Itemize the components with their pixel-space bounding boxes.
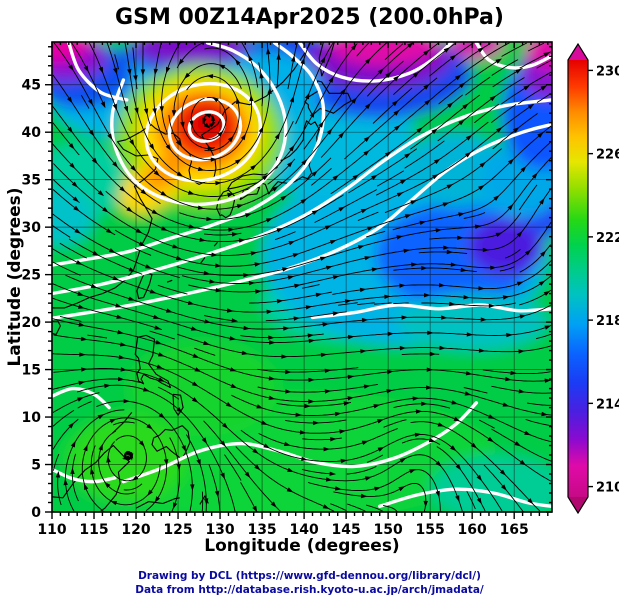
x-tick-label: 150 [374, 522, 403, 538]
x-tick-label: 135 [247, 522, 276, 538]
axis-ticks [45, 42, 552, 519]
x-tick-label: 160 [458, 522, 487, 538]
plot-frame [51, 41, 553, 513]
credit-line-1: Drawing by DCL (https://www.gfd-dennou.o… [138, 570, 481, 582]
x-tick-label: 155 [416, 522, 445, 538]
colorbar-tick-label: 214 [596, 397, 619, 412]
y-tick-label: 45 [22, 78, 41, 94]
x-tick-label: 120 [121, 522, 150, 538]
credits-block: Drawing by DCL (https://www.gfd-dennou.o… [0, 569, 619, 597]
axis-tick-labels: 110 115 120 125 130 135 140 145 150 155 160 165 0 5 10… [22, 78, 529, 538]
y-tick-label: 5 [31, 458, 41, 474]
coastlines [52, 42, 352, 512]
y-axis-label: Latitude (degrees) [5, 187, 25, 367]
y-tick-label: 40 [22, 125, 42, 141]
y-tick-label: 20 [22, 315, 42, 331]
x-tick-label: 125 [163, 522, 192, 538]
y-tick-label: 30 [22, 220, 42, 236]
x-tick-label: 140 [289, 522, 318, 538]
colorbar-tick-label: 230 [596, 64, 619, 79]
page-title: GSM 00Z14Apr2025 (200.0hPa) [115, 5, 504, 30]
x-tick-label: 165 [500, 522, 529, 538]
colorbar-tick-label: 226 [596, 148, 619, 163]
colorbar: 230 226 222 218 214 210 [567, 42, 619, 515]
x-axis-label: Longitude (degrees) [204, 536, 400, 556]
colorbar-tick-label: 222 [596, 231, 619, 246]
x-tick-label: 110 [37, 522, 66, 538]
colorbar-over-arrow [568, 44, 588, 60]
y-tick-label: 15 [22, 363, 41, 379]
streamline-arrows [55, 42, 552, 512]
y-tick-label: 10 [22, 410, 42, 426]
x-tick-label: 115 [79, 522, 108, 538]
x-tick-label: 145 [332, 522, 361, 538]
x-tick-label: 130 [205, 522, 234, 538]
colorbar-under-arrow [568, 497, 588, 513]
colorbar-tick-label: 210 [596, 481, 619, 496]
y-tick-label: 35 [22, 173, 41, 189]
y-tick-label: 0 [31, 505, 41, 521]
credit-line-2: Data from http://database.rish.kyoto-u.a… [135, 584, 484, 596]
y-tick-label: 25 [22, 268, 41, 284]
colorbar-tick-label: 218 [596, 314, 619, 329]
temperature-field [52, 42, 552, 512]
